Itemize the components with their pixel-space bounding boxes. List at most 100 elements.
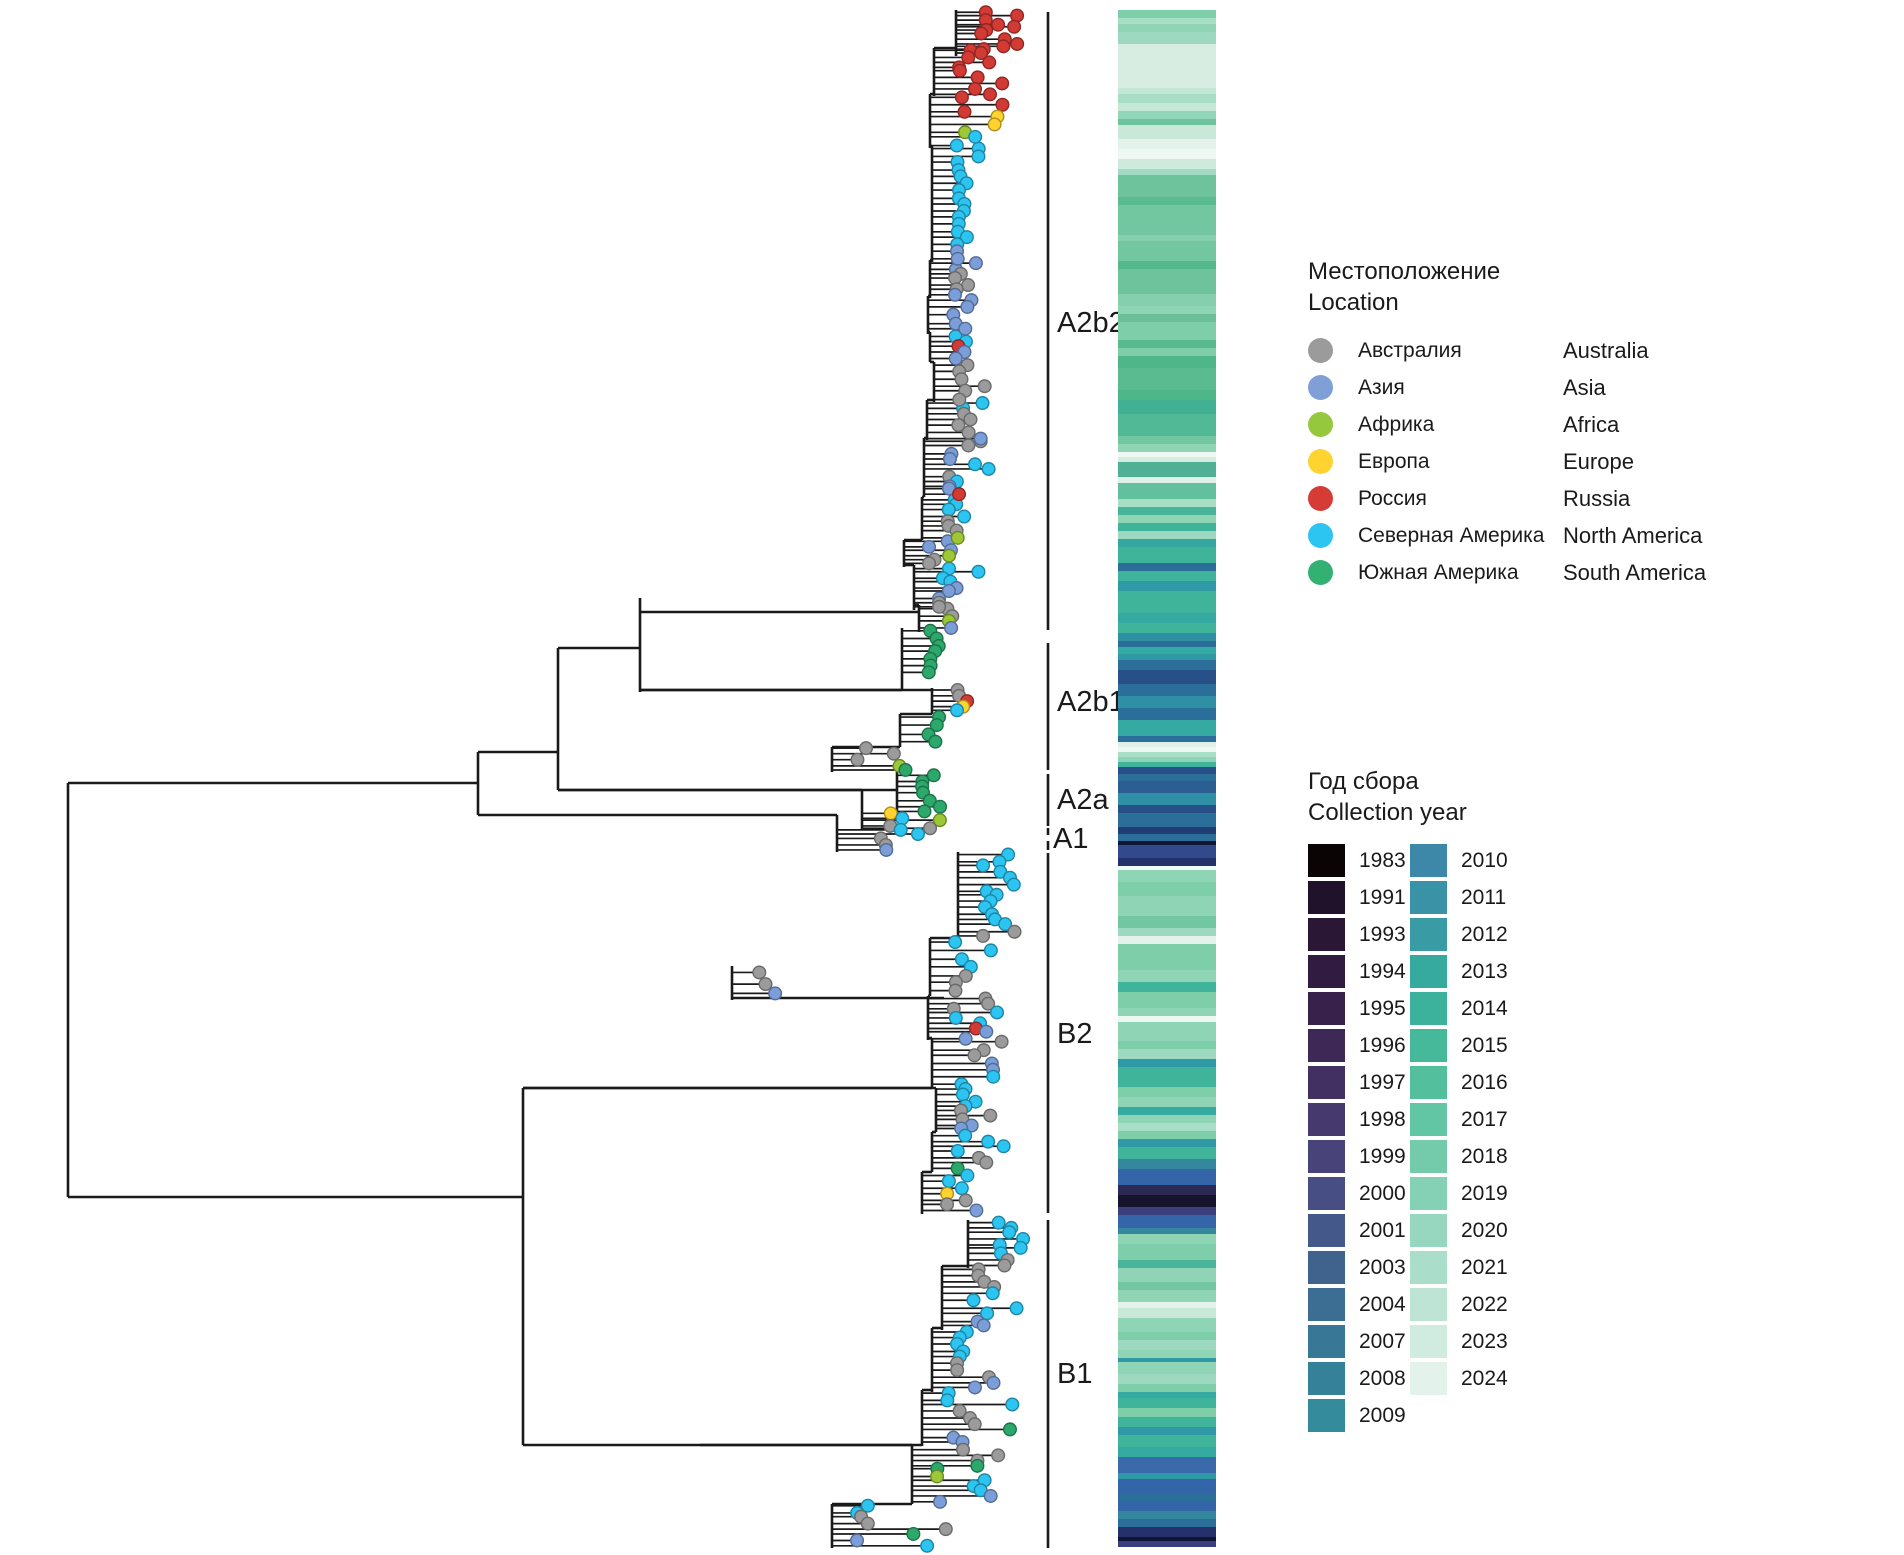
heatmap-band [1118, 1169, 1216, 1186]
heatmap-band [1118, 641, 1216, 648]
heatmap-band [1118, 647, 1216, 654]
tip-dot-namerica [986, 1069, 1001, 1084]
heatmap-band [1118, 571, 1216, 582]
tip-dot-namerica [991, 1215, 1006, 1230]
heatmap-band [1118, 845, 1216, 858]
heatmap-band [1118, 591, 1216, 614]
tip-dot-australia [954, 372, 969, 387]
heatmap-band [1118, 805, 1216, 814]
tip-dot-samerica [906, 1526, 921, 1541]
tip-dot-australia [981, 996, 996, 1011]
tip-dot-russia [983, 87, 998, 102]
heatmap-band [1118, 538, 1216, 547]
tip-dot-australia [958, 968, 973, 983]
legend-dot-icon [1308, 338, 1333, 363]
year-swatch-icon [1308, 1214, 1345, 1247]
heatmap-band [1118, 94, 1216, 103]
heatmap-band [1118, 1340, 1216, 1351]
tip-dot-asia [879, 842, 894, 857]
heatmap-band [1118, 522, 1216, 531]
heatmap-band [1118, 1185, 1216, 1196]
tip-dot-russia [1007, 19, 1022, 34]
tip-dot-australia [952, 1403, 967, 1418]
tip-dot-australia [950, 1363, 965, 1378]
legend-dot-icon [1308, 375, 1333, 400]
tip-dot-africa [930, 1469, 945, 1484]
tip-dot-namerica [910, 827, 925, 842]
heatmap-band [1118, 1106, 1216, 1115]
year-legend-item-1993: 1993 [1308, 916, 1410, 953]
heatmap-band [1118, 390, 1216, 401]
heatmap-band [1118, 1301, 1216, 1308]
heatmap-band [1118, 1307, 1216, 1318]
heatmap-band [1118, 581, 1216, 592]
year-legend-columns: 1983 1991 1993 1994 1995 1996 1997 1998 1999 2000… [1308, 842, 1508, 1434]
year-legend-item-2017: 2017 [1410, 1101, 1508, 1138]
tip-dot-russia [952, 63, 967, 78]
legend-item-russia: Россия Russia [1308, 480, 1706, 517]
heatmap-band [1118, 514, 1216, 523]
heatmap-band [1118, 970, 1216, 983]
legend-label-en: Africa [1563, 411, 1620, 437]
heatmap-band [1118, 762, 1216, 768]
heatmap-band [1118, 476, 1216, 483]
heatmap-band [1118, 506, 1216, 515]
tip-dot-australia [886, 746, 901, 761]
location-legend-items: Австралия Australia Азия Asia Африка Africa Ев… [1308, 332, 1706, 591]
tip-dot-namerica [976, 858, 991, 873]
legend-dot-icon [1308, 523, 1333, 548]
legend-label-ru: Северная Америка [1358, 523, 1545, 547]
year-label: 2010 [1461, 848, 1508, 872]
tip-dot-asia [922, 539, 937, 554]
heatmap-band [1118, 1472, 1216, 1479]
year-label: 1991 [1359, 885, 1406, 909]
tip-dot-australia [967, 1417, 982, 1432]
heatmap-band [1118, 1233, 1216, 1244]
legend-label-en: South America [1563, 559, 1707, 585]
year-swatch-icon [1308, 1288, 1345, 1321]
heatmap-band [1118, 719, 1216, 736]
year-swatch-icon [1410, 1140, 1447, 1173]
year-label: 2021 [1461, 1255, 1508, 1279]
year-legend-item-2009: 2009 [1308, 1397, 1410, 1434]
tip-dot-namerica [954, 1181, 969, 1196]
heatmap-band [1118, 757, 1216, 763]
year-swatch-icon [1308, 844, 1345, 877]
year-swatch-icon [1308, 1177, 1345, 1210]
heatmap-band [1118, 653, 1216, 660]
heatmap-band [1118, 1227, 1216, 1234]
tip-dot-asia [948, 287, 963, 302]
year-swatch-icon [1308, 1066, 1345, 1099]
location-legend: Местоположение Location Австралия Austral… [1308, 256, 1706, 591]
tip-dot-asia [976, 1318, 991, 1333]
heatmap-band [1118, 10, 1216, 19]
tip-dot-namerica [860, 1498, 875, 1513]
tip-dot-australia [1007, 924, 1022, 939]
tip-dot-asia [969, 1203, 984, 1218]
heatmap-band [1118, 623, 1216, 634]
tip-dot-namerica [996, 1139, 1011, 1154]
tip-dot-russia [954, 90, 969, 105]
heatmap-band [1118, 793, 1216, 806]
heatmap-band [1118, 881, 1216, 896]
year-label: 1994 [1359, 959, 1406, 983]
location-legend-title-en: Location [1308, 289, 1399, 316]
year-legend-item-2000: 2000 [1308, 1175, 1410, 1212]
heatmap-band [1118, 1398, 1216, 1409]
heatmap-band [1118, 1114, 1216, 1123]
tip-dot-namerica [983, 943, 998, 958]
heatmap-band [1118, 1362, 1216, 1375]
tip-dot-russia [991, 17, 1006, 32]
tip-dot-australia [976, 928, 991, 943]
legend-label-en: Australia [1563, 337, 1649, 363]
tip-dot-samerica [970, 1458, 985, 1473]
tip-dot-namerica [960, 1168, 975, 1183]
year-swatch-icon [1410, 992, 1447, 1025]
heatmap-band [1118, 1434, 1216, 1447]
year-swatch-icon [1308, 1029, 1345, 1062]
heatmap-band [1118, 747, 1216, 753]
tip-dot-africa [932, 813, 947, 828]
tip-dot-australia [994, 1034, 1009, 1049]
tree-branches [66, 10, 970, 1548]
